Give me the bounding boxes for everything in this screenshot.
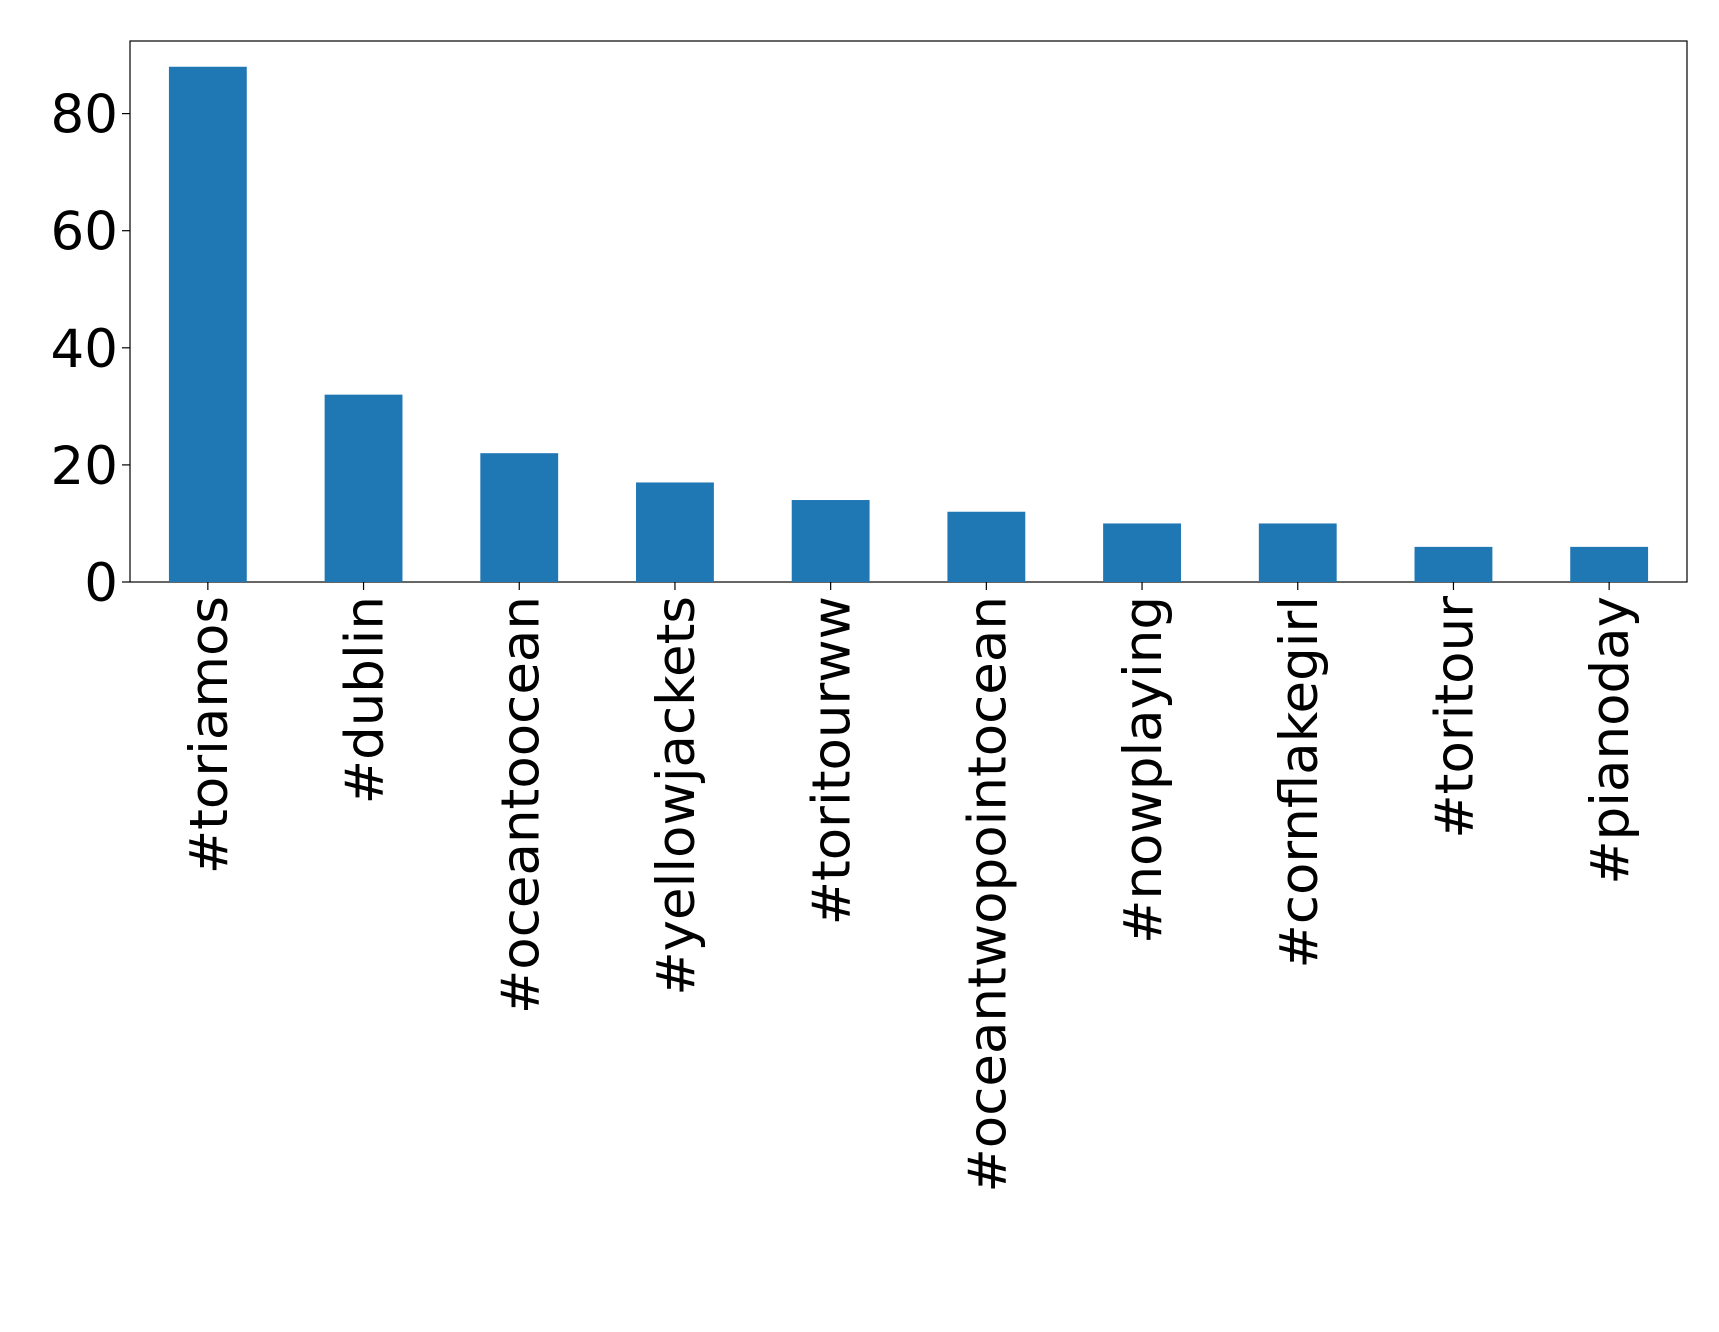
y-tick-label: 0: [84, 553, 118, 614]
bar: [1570, 546, 1649, 582]
x-tick-label: #cornflakegirl: [1269, 596, 1330, 969]
axes-frame: [129, 40, 1688, 583]
bar: [1103, 523, 1181, 582]
bar: [324, 394, 403, 582]
bar: [168, 66, 247, 582]
x-tick-label: #toritourww: [802, 596, 863, 925]
y-tick-label: 60: [51, 202, 118, 263]
y-tick-label: 80: [51, 85, 118, 146]
x-tick-label: #dublin: [335, 596, 396, 804]
x-tick-label: #nowplaying: [1113, 596, 1174, 944]
y-tick-label: 40: [51, 319, 118, 380]
y-tick-label: 20: [51, 436, 118, 497]
bar: [1258, 523, 1337, 582]
x-tick-label: #pianoday: [1580, 596, 1641, 885]
bar: [480, 453, 559, 582]
bar: [791, 500, 870, 582]
x-tick-label: #toritour: [1424, 596, 1485, 839]
x-tick-label: #yellowjackets: [646, 596, 707, 996]
x-tick-label: #oceantoocean: [490, 596, 551, 1014]
x-tick-label: #oceantwopointocean: [957, 596, 1018, 1193]
x-tick-label: #toriamos: [179, 596, 240, 874]
bar: [947, 511, 1026, 582]
bar: [1414, 546, 1493, 582]
bar: [636, 482, 714, 582]
